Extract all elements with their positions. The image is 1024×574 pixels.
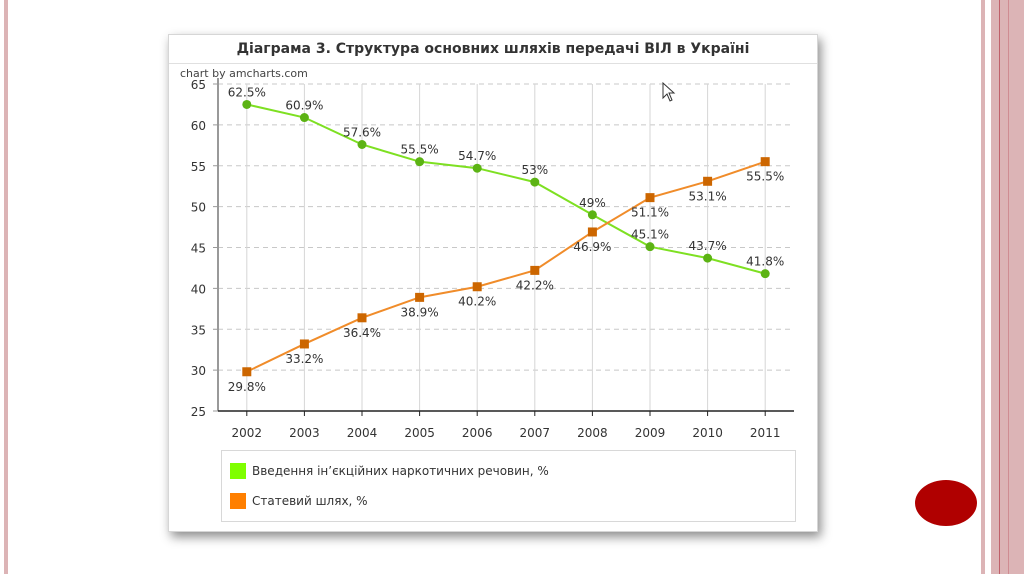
chart-legend: Введення ін’єкційних наркотичних речовин… bbox=[221, 450, 796, 522]
data-point bbox=[530, 265, 540, 275]
data-point bbox=[703, 253, 713, 263]
data-label: 38.9% bbox=[401, 305, 439, 319]
mouse-cursor-icon bbox=[662, 82, 676, 102]
data-label: 55.5% bbox=[401, 143, 439, 157]
data-label: 29.8% bbox=[228, 380, 266, 394]
data-label: 54.7% bbox=[458, 149, 496, 163]
data-label: 36.4% bbox=[343, 326, 381, 340]
y-tick-label: 60 bbox=[191, 119, 206, 133]
data-point bbox=[357, 139, 367, 149]
y-tick-label: 55 bbox=[191, 160, 206, 174]
data-label: 33.2% bbox=[285, 352, 323, 366]
x-tick-label: 2008 bbox=[577, 426, 608, 440]
y-tick-label: 25 bbox=[191, 405, 206, 419]
y-tick-label: 40 bbox=[191, 282, 206, 296]
data-label: 51.1% bbox=[631, 206, 669, 220]
chart-credit-link[interactable]: chart by amcharts.com bbox=[180, 67, 308, 80]
chart-title: Діаграма 3. Структура основних шляхів пе… bbox=[169, 35, 817, 64]
decorative-red-oval bbox=[915, 480, 977, 526]
data-point bbox=[645, 193, 655, 203]
x-tick-label: 2002 bbox=[232, 426, 263, 440]
y-tick-label: 65 bbox=[191, 78, 206, 92]
data-label: 53.1% bbox=[689, 189, 727, 203]
data-point bbox=[242, 367, 252, 377]
data-point bbox=[472, 282, 482, 292]
legend-item-injection[interactable]: Введення ін’єкційних наркотичних речовин… bbox=[230, 461, 549, 481]
data-point bbox=[299, 339, 309, 349]
data-point bbox=[357, 313, 367, 323]
data-point bbox=[587, 227, 597, 237]
data-label: 45.1% bbox=[631, 228, 669, 242]
data-label: 49% bbox=[579, 196, 606, 210]
right-decor-band bbox=[991, 0, 1024, 574]
data-point bbox=[415, 157, 425, 167]
data-point bbox=[587, 210, 597, 220]
legend-swatch bbox=[230, 493, 246, 509]
data-point bbox=[472, 163, 482, 173]
series-line bbox=[246, 160, 766, 373]
data-label: 41.8% bbox=[746, 255, 784, 269]
data-label: 55.5% bbox=[746, 170, 784, 184]
right-decor-line bbox=[1008, 0, 1009, 574]
data-label: 62.5% bbox=[228, 85, 266, 99]
legend-label: Статевий шлях, % bbox=[252, 494, 368, 508]
data-point bbox=[703, 176, 713, 186]
data-point bbox=[760, 157, 770, 167]
y-tick-label: 30 bbox=[191, 364, 206, 378]
legend-swatch bbox=[230, 463, 246, 479]
data-label: 57.6% bbox=[343, 125, 381, 139]
data-point bbox=[415, 292, 425, 302]
left-decor-stripe bbox=[4, 0, 8, 574]
x-tick-label: 2007 bbox=[520, 426, 551, 440]
data-point bbox=[242, 99, 252, 109]
y-tick-label: 45 bbox=[191, 242, 206, 256]
y-tick-label: 35 bbox=[191, 323, 206, 337]
data-point bbox=[645, 242, 655, 252]
right-decor-stripe bbox=[981, 0, 985, 574]
x-tick-label: 2005 bbox=[404, 426, 435, 440]
x-tick-label: 2004 bbox=[347, 426, 378, 440]
legend-label: Введення ін’єкційних наркотичних речовин… bbox=[252, 464, 549, 478]
x-tick-label: 2006 bbox=[462, 426, 493, 440]
data-label: 53% bbox=[521, 163, 548, 177]
x-tick-label: 2009 bbox=[635, 426, 666, 440]
data-label: 43.7% bbox=[689, 239, 727, 253]
x-tick-label: 2010 bbox=[692, 426, 723, 440]
data-point bbox=[760, 269, 770, 279]
data-label: 42.2% bbox=[516, 278, 554, 292]
x-tick-label: 2003 bbox=[289, 426, 320, 440]
data-point bbox=[530, 177, 540, 187]
line-chart: 25 30 35 40 45 50 55 60 65 2002 2003 2004 2005 2006 20… bbox=[191, 78, 794, 440]
series-line bbox=[246, 103, 766, 275]
chart-container: Діаграма 3. Структура основних шляхів пе… bbox=[168, 34, 818, 532]
data-point bbox=[299, 113, 309, 123]
data-label: 60.9% bbox=[285, 99, 323, 113]
data-label: 40.2% bbox=[458, 295, 496, 309]
data-label: 46.9% bbox=[573, 240, 611, 254]
legend-item-sexual[interactable]: Статевий шлях, % bbox=[230, 491, 368, 511]
x-tick-label: 2011 bbox=[750, 426, 781, 440]
y-tick-label: 50 bbox=[191, 201, 206, 215]
right-decor-line bbox=[999, 0, 1000, 574]
